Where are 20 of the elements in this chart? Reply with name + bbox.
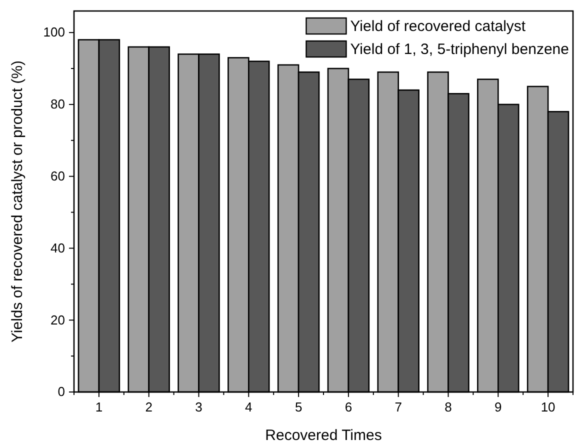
y-axis-title: Yields of recovered catalyst or product (%) — [9, 60, 26, 343]
x-tick-label: 9 — [494, 400, 502, 415]
x-axis-title: Recovered Times — [265, 427, 382, 444]
x-tick-label: 2 — [145, 400, 152, 415]
y-tick-label: 20 — [50, 312, 65, 328]
x-tick-label: 3 — [195, 400, 202, 415]
y-tick-label: 60 — [50, 168, 65, 184]
y-tick-label: 80 — [50, 96, 65, 112]
x-tick-label: 8 — [444, 400, 452, 415]
y-tick-label: 40 — [50, 240, 65, 256]
x-tick-label: 6 — [344, 400, 352, 415]
y-tick-label: 0 — [58, 384, 65, 400]
x-tick-label: 7 — [394, 400, 402, 415]
x-tick-label: 10 — [540, 400, 556, 415]
x-tick-label: 5 — [294, 400, 302, 415]
y-tick-label: 100 — [43, 24, 65, 40]
x-tick-label: 1 — [95, 400, 103, 415]
legend-label: Yield of 1, 3, 5-triphenyl benzene — [350, 41, 569, 58]
x-tick-label: 4 — [245, 400, 252, 415]
legend-label: Yield of recovered catalyst — [350, 18, 526, 35]
